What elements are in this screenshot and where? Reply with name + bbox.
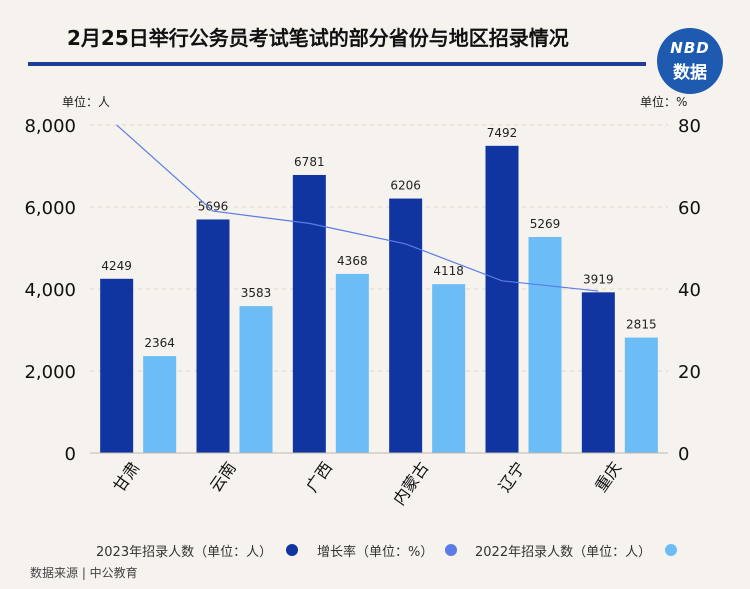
y-left-tick-label: 0 bbox=[65, 444, 76, 465]
bar-2023 bbox=[196, 219, 230, 453]
growth-rate-line bbox=[116, 124, 599, 292]
left-axis-unit: 单位：人 bbox=[62, 95, 111, 109]
x-tick-label: 甘肃 bbox=[110, 458, 144, 495]
y-right-tick-label: 40 bbox=[678, 280, 701, 301]
y-left-tick-label: 6,000 bbox=[24, 198, 76, 219]
data-label-2023: 4249 bbox=[101, 259, 132, 273]
legend-label-growth: 增长率（单位：%） bbox=[317, 545, 434, 560]
y-right-tick-label: 0 bbox=[678, 444, 689, 465]
legend-label-2022: 2022年招录人数（单位：人） bbox=[475, 545, 652, 560]
data-label-2023: 5696 bbox=[198, 199, 229, 213]
legend-swatch-2022 bbox=[665, 544, 677, 556]
x-tick-label: 云南 bbox=[206, 458, 240, 495]
legend-item-growth: 增长率（单位：%） bbox=[317, 541, 433, 560]
x-tick-label: 重庆 bbox=[591, 458, 625, 495]
y-left-tick-label: 4,000 bbox=[24, 280, 76, 301]
y-left-tick-label: 8,000 bbox=[24, 116, 76, 137]
bar-2022 bbox=[528, 236, 562, 453]
title-divider bbox=[28, 62, 646, 66]
data-label-2022: 4118 bbox=[433, 264, 464, 278]
data-source: 数据来源 | 中公教育 bbox=[30, 566, 138, 580]
bar-2023 bbox=[292, 174, 326, 453]
logo-text-top: NBD bbox=[670, 39, 710, 57]
y-right-tick-label: 60 bbox=[678, 198, 701, 219]
bar-2022 bbox=[239, 306, 273, 453]
bar-2023 bbox=[581, 292, 615, 453]
data-label-2023: 7492 bbox=[487, 126, 518, 140]
chart-title: 2月25日举行公务员考试笔试的部分省份与地区招录情况 bbox=[67, 26, 569, 50]
y-right-tick-label: 80 bbox=[678, 116, 701, 137]
data-label-2022: 2364 bbox=[144, 336, 175, 350]
legend-item-2023: 2023年招录人数（单位：人） bbox=[96, 541, 272, 560]
bar-2023 bbox=[485, 145, 519, 453]
y-right-tick-label: 20 bbox=[678, 362, 701, 383]
data-label-2022: 2815 bbox=[626, 318, 657, 332]
logo-text-bottom: 数据 bbox=[673, 63, 707, 83]
bar-2023 bbox=[389, 198, 423, 453]
x-tick-label: 广西 bbox=[302, 458, 336, 495]
data-label-2022: 5269 bbox=[530, 217, 561, 231]
bar-2022 bbox=[432, 284, 466, 453]
legend-swatch-growth bbox=[445, 544, 457, 556]
chart-legend: 2023年招录人数（单位：人） 增长率（单位：%） 2022年招录人数（单位：人… bbox=[0, 541, 750, 560]
x-tick-label: 内蒙古 bbox=[389, 458, 432, 508]
bar-2022 bbox=[143, 356, 177, 453]
x-tick-label: 辽宁 bbox=[495, 458, 529, 495]
nbd-logo: NBD 数据 bbox=[657, 28, 723, 94]
bar-2022 bbox=[624, 337, 658, 453]
data-label-2023: 3919 bbox=[583, 272, 614, 286]
data-label-2022: 3583 bbox=[241, 286, 272, 300]
legend-item-2022: 2022年招录人数（单位：人） bbox=[475, 541, 651, 560]
bar-2022 bbox=[335, 273, 369, 453]
bar-2023 bbox=[100, 278, 134, 453]
y-left-tick-label: 2,000 bbox=[24, 362, 76, 383]
legend-label-2023: 2023年招录人数（单位：人） bbox=[96, 545, 273, 560]
right-axis-unit: 单位：% bbox=[640, 95, 688, 109]
data-label-2022: 4368 bbox=[337, 254, 368, 268]
data-label-2023: 6781 bbox=[294, 155, 325, 169]
legend-swatch-2023 bbox=[286, 544, 298, 556]
data-label-2023: 6206 bbox=[390, 179, 421, 193]
